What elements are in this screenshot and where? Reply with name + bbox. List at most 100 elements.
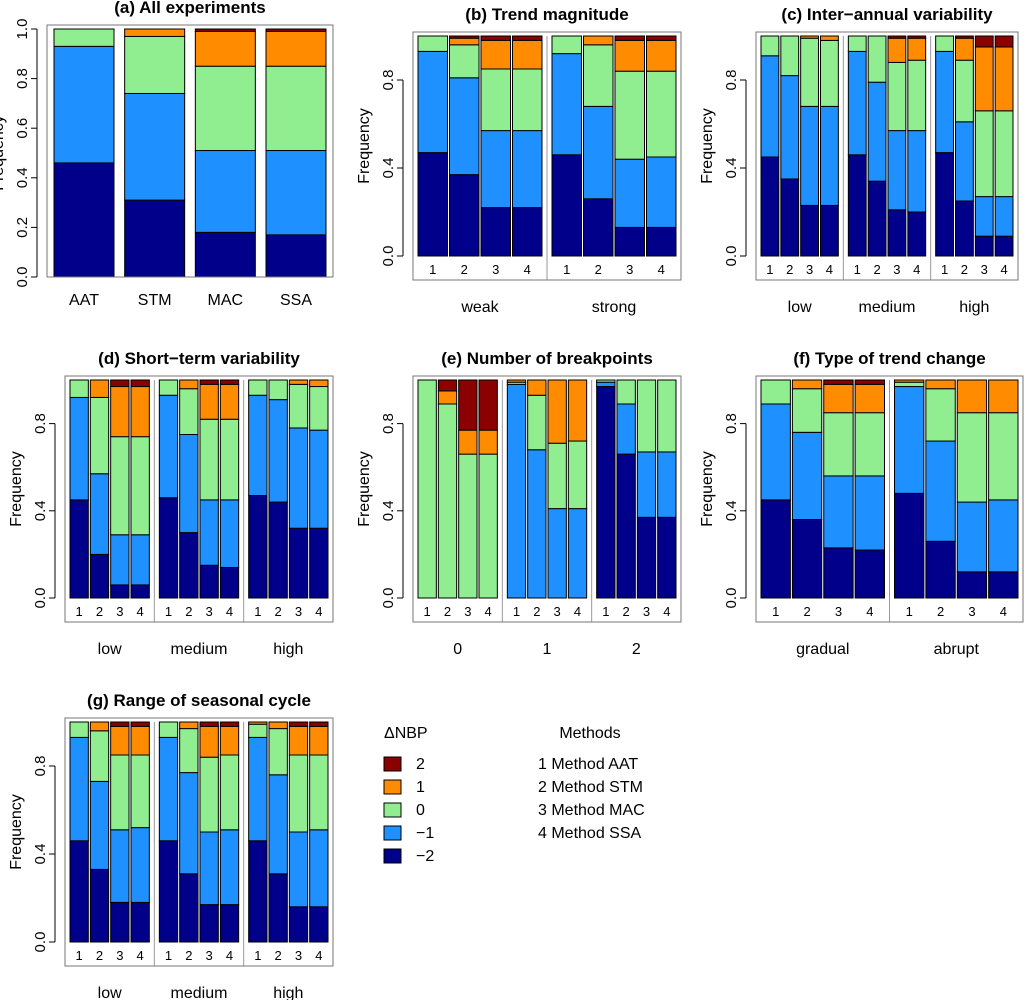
bar-segment-4-nbp2 <box>646 35 677 41</box>
bar-segment-MAC-nbp1 <box>194 30 256 67</box>
legend-label: 0 <box>416 802 425 819</box>
bar-segment-1-nbp0 <box>894 381 925 388</box>
bar-segment-2-nbp-2 <box>268 501 288 599</box>
plot-frame <box>412 31 682 281</box>
group-label: low <box>98 641 122 658</box>
bar-segment-4-nbp-2 <box>994 235 1014 257</box>
bar-segment-2-nbp1 <box>268 721 288 730</box>
bar-segment-SSA-nbp2 <box>265 28 327 32</box>
bar-segment-1-nbp0 <box>417 379 437 599</box>
y-tick-label: 0.6 <box>14 118 31 139</box>
bar-segment-2-nbp0 <box>179 388 199 435</box>
bar-segment-4-nbp-2 <box>657 516 677 599</box>
bar-segment-3-nbp-1 <box>974 196 994 237</box>
y-tick-label: 0.4 <box>723 158 740 179</box>
bar-segment-1-nbp-2 <box>894 492 925 599</box>
bar-segment-2-nbp-1 <box>268 774 288 875</box>
legend-swatch-nbp1 <box>383 779 402 795</box>
bar-segment-AAT-nbp-1 <box>53 45 115 164</box>
bar-number-label: 3 <box>968 604 975 619</box>
bar-segment-2-nbp1 <box>583 35 614 46</box>
bar-segment-4-nbp-2 <box>646 226 677 257</box>
bar-segment-4-nbp1 <box>512 39 543 70</box>
bar-segment-4-nbp2 <box>478 379 498 431</box>
bar-segment-3-nbp-2 <box>636 516 657 599</box>
bar-segment-3-nbp1 <box>288 379 309 385</box>
bar-segment-3-nbp2 <box>199 379 219 385</box>
bar-segment-1-nbp0 <box>551 35 582 55</box>
y-axis-label: Frequency <box>8 794 25 870</box>
bar-segment-3-nbp-2 <box>956 571 988 599</box>
bar-segment-1-nbp-2 <box>551 154 582 257</box>
panel-title: (d) Short−term variability <box>98 349 300 368</box>
legend-label: −2 <box>416 848 434 865</box>
bar-number-label: 2 <box>185 604 192 619</box>
bar-segment-3-nbp1 <box>288 725 309 756</box>
group-label: strong <box>592 299 636 316</box>
bar-number-label: 2 <box>595 262 602 277</box>
bar-segment-1-nbp0 <box>69 379 89 398</box>
bar-number-label: 4 <box>663 604 670 619</box>
bar-segment-3-nbp2 <box>199 721 219 727</box>
bar-segment-SSA-nbp0 <box>265 65 327 152</box>
bar-segment-1-nbp-2 <box>158 840 179 943</box>
bar-segment-2-nbp0 <box>780 35 800 77</box>
bar-segment-3-nbp0 <box>974 110 994 198</box>
bar-segment-4-nbp-2 <box>820 204 839 257</box>
bar-segment-2-nbp-1 <box>925 440 956 542</box>
bar-segment-3-nbp-2 <box>288 527 309 599</box>
bar-segment-3-nbp-2 <box>199 904 219 943</box>
bar-segment-4-nbp1 <box>988 379 1019 414</box>
panel-title: (b) Trend magnitude <box>465 5 628 24</box>
y-tick-label: 0.8 <box>32 413 49 434</box>
bar-segment-2-nbp1 <box>925 379 956 390</box>
legend-swatch-nbp-1 <box>383 825 402 841</box>
bar-segment-2-nbp-2 <box>179 532 199 599</box>
bar-segment-3-nbp0 <box>887 61 907 132</box>
bar-segment-SSA-nbp1 <box>265 30 327 67</box>
plot-frame <box>64 375 334 623</box>
bar-segment-3-nbp-1 <box>199 831 219 906</box>
bar-segment-3-nbp-1 <box>636 451 657 518</box>
bar-segment-1-nbp-1 <box>69 396 89 501</box>
legend-nbp: ΔNBP 2 1 0 −1 −2 <box>383 725 434 865</box>
bar-segment-3-nbp1 <box>110 386 130 438</box>
bar-segment-2-nbp0 <box>616 379 636 405</box>
bar-segment-2-nbp-1 <box>780 75 800 180</box>
bar-segment-1-nbp0 <box>760 379 791 405</box>
group-label: gradual <box>796 641 849 658</box>
legend-method-item: 4 Method SSA <box>538 825 642 842</box>
bar-segment-2-nbp-1 <box>268 399 288 503</box>
bar-segment-2-nbp-1 <box>89 473 110 555</box>
bar-segment-1-nbp-2 <box>847 154 867 257</box>
bar-segment-4-nbp1 <box>309 725 329 756</box>
bar-segment-2-nbp2 <box>449 35 480 39</box>
panel-title: (c) Inter−annual variability <box>781 5 993 24</box>
bar-number-label: 1 <box>513 604 520 619</box>
bar-segment-1-nbp-1 <box>551 53 582 156</box>
bar-segment-3-nbp0 <box>458 453 478 599</box>
bar-segment-2-nbp1 <box>89 721 110 732</box>
bar-segment-4-nbp-2 <box>988 571 1019 599</box>
bar-segment-3-nbp1 <box>199 383 219 420</box>
bar-segment-1-nbp-1 <box>248 394 268 497</box>
bar-segment-3-nbp0 <box>956 412 988 503</box>
bar-number-label: 3 <box>116 948 123 963</box>
bar-segment-2-nbp-2 <box>955 200 974 257</box>
bar-segment-4-nbp0 <box>130 436 150 536</box>
group-label: high <box>273 641 303 658</box>
bar-number-label: 4 <box>485 604 492 619</box>
bar-segment-2-nbp-2 <box>179 873 199 943</box>
bar-segment-4-nbp0 <box>657 379 677 453</box>
bar-segment-3-nbp1 <box>547 379 567 444</box>
bar-segment-2-nbp1 <box>527 379 547 396</box>
bar-segment-3-nbp-1 <box>110 534 130 586</box>
bar-segment-2-nbp-1 <box>449 77 480 176</box>
bar-segment-3-nbp2 <box>110 721 130 727</box>
bar-segment-3-nbp1 <box>199 725 219 758</box>
y-tick-label: 0.4 <box>14 167 31 188</box>
bar-segment-2-nbp-2 <box>583 198 614 257</box>
bar-segment-2-nbp-2 <box>791 519 823 599</box>
bar-segment-2-nbp-2 <box>780 178 800 257</box>
bar-segment-3-nbp1 <box>956 379 988 414</box>
